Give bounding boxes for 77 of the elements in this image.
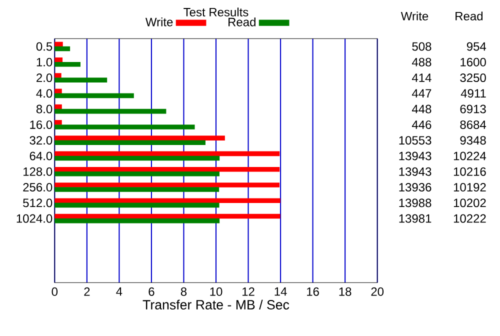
x-tick-label: 2 bbox=[84, 287, 90, 296]
bar bbox=[54, 88, 62, 94]
bar bbox=[54, 104, 62, 110]
text: 508 bbox=[412, 42, 432, 51]
bar bbox=[54, 218, 220, 224]
bar bbox=[54, 202, 220, 208]
text: 488 bbox=[412, 58, 432, 66]
legend-label: Read bbox=[228, 17, 256, 26]
text: 446 bbox=[412, 120, 432, 129]
text: 13936 bbox=[399, 183, 432, 192]
text: 8684 bbox=[460, 120, 486, 129]
text: 447 bbox=[412, 89, 432, 98]
x-tick-label: 6 bbox=[148, 287, 154, 296]
bar bbox=[54, 62, 80, 67]
bar bbox=[54, 46, 70, 52]
x-tick-label: 16 bbox=[307, 287, 319, 296]
bar bbox=[54, 42, 63, 47]
bar bbox=[54, 182, 280, 188]
bar bbox=[54, 166, 280, 172]
x-tick-label: 18 bbox=[339, 287, 352, 296]
x-tick-label: 0 bbox=[52, 287, 58, 296]
text: 10192 bbox=[454, 183, 486, 192]
text: Write bbox=[400, 12, 428, 20]
text: 10553 bbox=[399, 136, 432, 145]
text: 6913 bbox=[460, 104, 486, 114]
text: 448 bbox=[412, 104, 432, 114]
x-tick-label: 8 bbox=[180, 287, 187, 296]
bar bbox=[54, 57, 63, 62]
y-tick-label: 32.0 bbox=[30, 136, 52, 145]
bar bbox=[54, 78, 108, 82]
bar bbox=[54, 156, 220, 161]
text: 9348 bbox=[460, 136, 486, 145]
x-tick-label: 10 bbox=[210, 287, 222, 296]
y-tick-label: 128.0 bbox=[24, 167, 52, 176]
bar bbox=[54, 198, 280, 204]
y-tick-label: 2.0 bbox=[36, 74, 52, 82]
text: 10222 bbox=[454, 214, 486, 223]
bar bbox=[54, 73, 62, 78]
text: 13988 bbox=[399, 198, 432, 208]
x-axis-title: Transfer Rate - MB / Sec bbox=[142, 300, 290, 310]
text: 414 bbox=[412, 74, 432, 82]
y-tick-label: 1024.0 bbox=[16, 214, 52, 223]
text: 13943 bbox=[399, 167, 432, 176]
bar bbox=[54, 214, 280, 219]
y-tick-label: 0.5 bbox=[36, 42, 52, 51]
bar bbox=[54, 120, 62, 125]
bar bbox=[54, 93, 134, 98]
text: 954 bbox=[466, 42, 486, 51]
bar bbox=[54, 171, 220, 176]
bar bbox=[54, 187, 220, 192]
text: 1600 bbox=[460, 58, 486, 66]
x-tick-label: 14 bbox=[274, 287, 287, 296]
y-tick-label: 4.0 bbox=[36, 89, 52, 98]
text: 3250 bbox=[460, 74, 486, 82]
bar bbox=[54, 108, 166, 114]
y-tick-label: 256.0 bbox=[23, 183, 52, 192]
bar bbox=[54, 136, 225, 140]
text: 4911 bbox=[460, 89, 486, 98]
y-tick-label: 512.0 bbox=[23, 198, 52, 208]
y-tick-label: 64.0 bbox=[30, 152, 52, 160]
text: 10216 bbox=[454, 167, 486, 176]
bar bbox=[54, 124, 195, 130]
bar bbox=[54, 151, 280, 156]
text: 10202 bbox=[454, 198, 486, 208]
y-tick-label: 8.0 bbox=[36, 104, 52, 114]
bar bbox=[54, 140, 206, 146]
chart-title: Test Results bbox=[184, 8, 248, 16]
text: 10224 bbox=[454, 152, 486, 160]
text: 13981 bbox=[399, 214, 432, 223]
y-tick-label: 1.0 bbox=[36, 58, 52, 66]
text: Read bbox=[456, 12, 483, 20]
x-tick-label: 12 bbox=[242, 287, 254, 296]
text: 13943 bbox=[399, 152, 432, 160]
legend-label: Write bbox=[145, 17, 173, 26]
x-tick-label: 20 bbox=[371, 287, 384, 296]
x-tick-label: 4 bbox=[116, 287, 122, 296]
y-tick-label: 16.0 bbox=[30, 120, 52, 129]
